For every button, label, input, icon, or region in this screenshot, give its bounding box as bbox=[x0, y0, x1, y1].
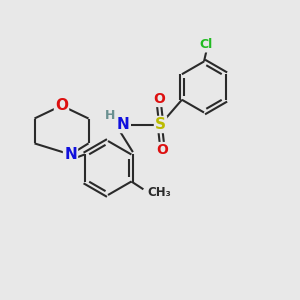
Text: N: N bbox=[117, 117, 129, 132]
Text: Cl: Cl bbox=[200, 38, 213, 52]
Text: O: O bbox=[153, 92, 165, 106]
Text: N: N bbox=[64, 147, 77, 162]
Text: CH₃: CH₃ bbox=[147, 186, 171, 200]
Text: N: N bbox=[64, 147, 77, 162]
Text: O: O bbox=[156, 143, 168, 157]
Text: H: H bbox=[105, 109, 116, 122]
Text: O: O bbox=[55, 98, 68, 113]
Text: S: S bbox=[155, 117, 166, 132]
